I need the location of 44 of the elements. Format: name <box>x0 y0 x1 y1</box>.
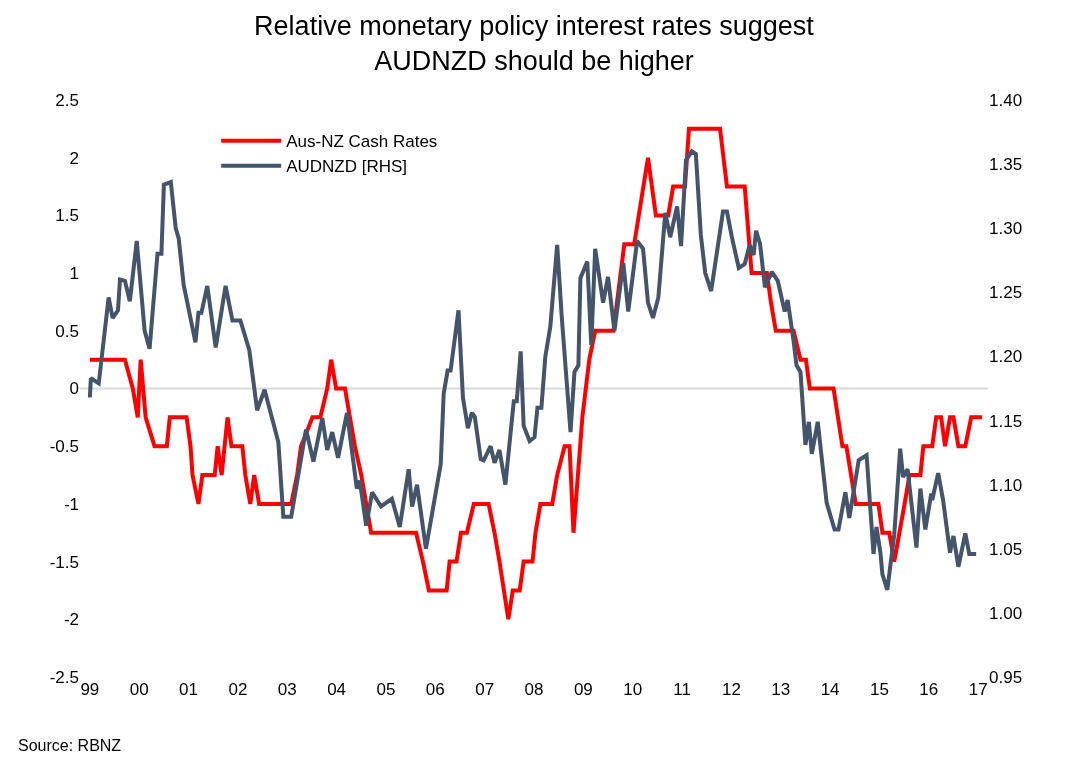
y2-tick-label: 1.40 <box>989 90 1023 110</box>
y-tick-label: 0.5 <box>55 321 79 341</box>
y-tick-label: -2 <box>63 610 79 630</box>
y2-tick-label: 1.10 <box>989 475 1023 495</box>
chart-title: Relative monetary policy interest rates suggest AUDNZD should be higher <box>254 10 815 76</box>
x-tick-label: 13 <box>771 680 791 699</box>
y-tick-label: -1 <box>63 494 79 514</box>
y2-tick-label: 1.20 <box>989 347 1023 367</box>
x-tick-label: 15 <box>869 680 889 699</box>
y2-tick-label: 0.95 <box>989 667 1023 687</box>
y-tick-label: 2.5 <box>55 90 79 110</box>
x-tick-label: 02 <box>228 680 248 699</box>
x-tick-label: 00 <box>129 680 149 699</box>
x-tick-label: 07 <box>475 680 495 699</box>
x-tick-label: 12 <box>721 680 741 699</box>
source-note: Source: RBNZ <box>18 737 122 754</box>
x-tick-label: 03 <box>277 680 297 699</box>
y-tick-label: -0.5 <box>49 437 79 457</box>
y2-tick-label: 1.30 <box>989 219 1023 239</box>
y-tick-label: -2.5 <box>49 667 79 687</box>
x-tick-label: 10 <box>623 680 643 699</box>
x-tick-label: 99 <box>80 680 100 699</box>
y2-tick-label: 1.00 <box>989 603 1023 623</box>
x-tick-label: 11 <box>673 680 691 699</box>
y2-tick-label: 1.15 <box>989 411 1023 431</box>
x-tick-label: 01 <box>179 680 199 699</box>
legend-label: Aus-NZ Cash Rates <box>286 132 438 152</box>
y-tick-label: -1.5 <box>49 552 79 572</box>
x-tick-label: 08 <box>524 680 544 699</box>
y-tick-label: 1.5 <box>55 206 79 226</box>
x-tick-label: 17 <box>968 680 988 699</box>
x-tick-label: 16 <box>919 680 939 699</box>
y-tick-label: 2 <box>69 148 79 168</box>
y-tick-label: 1 <box>69 264 79 284</box>
x-tick-label: 05 <box>376 680 396 699</box>
legend-label: AUDNZD [RHS] <box>286 157 408 177</box>
x-tick-label: 14 <box>820 680 840 699</box>
y2-tick-label: 1.35 <box>989 155 1023 175</box>
x-tick-label: 06 <box>425 680 445 699</box>
y2-tick-label: 1.25 <box>989 283 1023 303</box>
y2-tick-label: 1.05 <box>989 539 1023 559</box>
x-tick-label: 09 <box>573 680 593 699</box>
x-tick-label: 04 <box>327 680 347 699</box>
y-tick-label: 0 <box>69 379 79 399</box>
